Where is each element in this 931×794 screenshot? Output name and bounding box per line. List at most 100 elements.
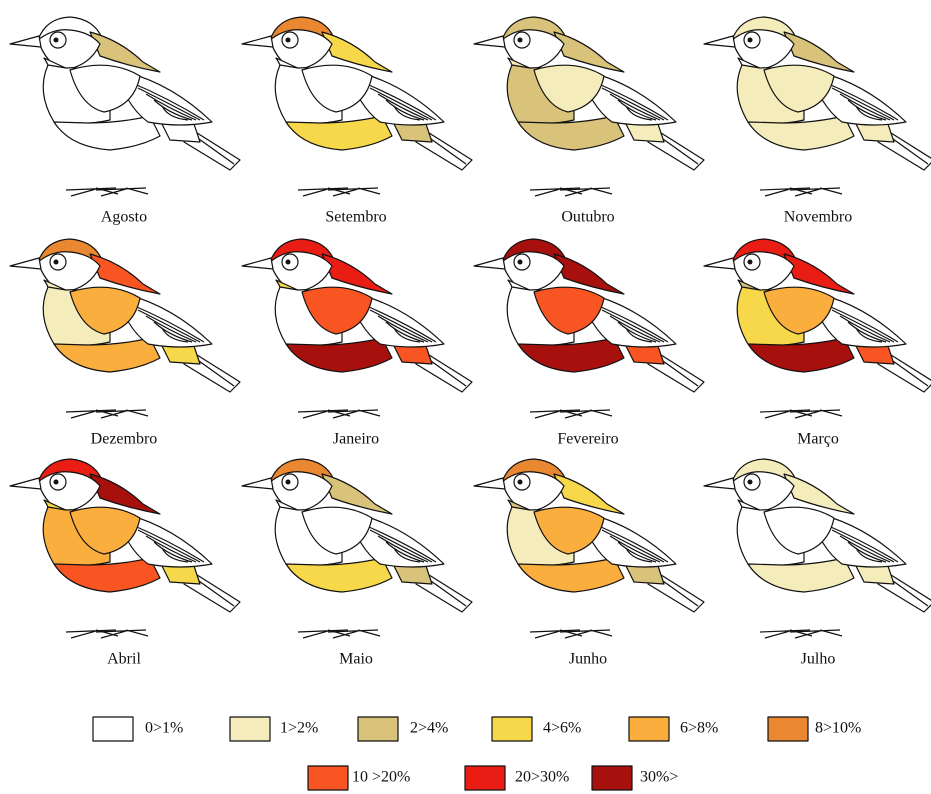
- beak: [474, 36, 505, 47]
- pupil: [54, 260, 59, 265]
- legend-label: 4>6%: [543, 720, 581, 737]
- legend-swatch: [492, 717, 532, 741]
- bird: [704, 459, 931, 638]
- month-label: Outubro: [561, 209, 614, 226]
- beak: [10, 36, 41, 47]
- leg: [328, 368, 345, 410]
- month-label: Dezembro: [91, 431, 158, 448]
- legend-label: 8>10%: [815, 720, 861, 737]
- pupil: [54, 38, 59, 43]
- foot: [560, 630, 612, 638]
- leg: [126, 588, 130, 630]
- leg: [96, 588, 113, 630]
- pupil: [518, 260, 523, 265]
- beak: [242, 36, 273, 47]
- month-label: Março: [797, 431, 839, 448]
- leg: [560, 588, 577, 630]
- legend-label: 10 >20%: [352, 769, 410, 786]
- legend-swatch: [93, 717, 133, 741]
- bird: [242, 459, 472, 638]
- beak: [242, 258, 273, 269]
- leg: [820, 146, 824, 188]
- legend-swatch: [768, 717, 808, 741]
- month-label: Agosto: [101, 209, 147, 226]
- leg: [590, 368, 594, 410]
- foot: [790, 410, 842, 418]
- legend-swatch: [308, 766, 348, 790]
- pupil: [518, 480, 523, 485]
- bird: [242, 17, 472, 196]
- bird: [704, 17, 931, 196]
- leg: [560, 146, 577, 188]
- foot: [790, 630, 842, 638]
- month-label: Abril: [107, 651, 141, 668]
- bird: [10, 459, 240, 638]
- beak: [10, 478, 41, 489]
- bird: [474, 17, 704, 196]
- bird: [10, 239, 240, 418]
- month-label: Janeiro: [333, 431, 379, 448]
- legend-label: 1>2%: [280, 720, 318, 737]
- leg: [328, 588, 345, 630]
- leg: [820, 368, 824, 410]
- legend-swatch: [465, 766, 505, 790]
- bird: [10, 17, 240, 196]
- legend-label: 2>4%: [410, 720, 448, 737]
- beak: [704, 258, 735, 269]
- leg: [790, 368, 807, 410]
- leg: [820, 588, 824, 630]
- foot: [560, 188, 612, 196]
- legend-swatch: [592, 766, 632, 790]
- foot: [96, 630, 148, 638]
- beak: [704, 36, 735, 47]
- leg: [328, 146, 345, 188]
- legend-label: 20>30%: [515, 769, 569, 786]
- pupil: [518, 38, 523, 43]
- month-label: Junho: [569, 651, 607, 668]
- leg: [590, 146, 594, 188]
- pupil: [286, 38, 291, 43]
- beak: [10, 258, 41, 269]
- beak: [704, 478, 735, 489]
- month-label: Novembro: [784, 209, 852, 226]
- leg: [126, 368, 130, 410]
- beak: [242, 478, 273, 489]
- beak: [474, 258, 505, 269]
- bird: [474, 459, 704, 638]
- legend-swatch: [230, 717, 270, 741]
- molt-diagram: Agosto Setembro Outubro Novembro Dezembro Jan…: [0, 0, 931, 794]
- month-label: Fevereiro: [557, 431, 618, 448]
- pupil: [286, 480, 291, 485]
- pupil: [54, 480, 59, 485]
- month-label: Setembro: [325, 209, 386, 226]
- leg: [358, 588, 362, 630]
- legend-label: 30%>: [640, 769, 678, 786]
- legend-swatch: [629, 717, 669, 741]
- month-label: Maio: [339, 651, 373, 668]
- leg: [790, 588, 807, 630]
- legend-label: 0>1%: [145, 720, 183, 737]
- foot: [560, 410, 612, 418]
- legend-label: 6>8%: [680, 720, 718, 737]
- leg: [126, 146, 130, 188]
- foot: [96, 410, 148, 418]
- legend-swatch: [358, 717, 398, 741]
- leg: [96, 146, 113, 188]
- leg: [358, 146, 362, 188]
- leg: [560, 368, 577, 410]
- leg: [790, 146, 807, 188]
- bird: [704, 239, 931, 418]
- leg: [590, 588, 594, 630]
- pupil: [748, 260, 753, 265]
- pupil: [286, 260, 291, 265]
- beak: [474, 478, 505, 489]
- pupil: [748, 38, 753, 43]
- leg: [358, 368, 362, 410]
- month-label: Julho: [801, 651, 836, 668]
- foot: [790, 188, 842, 196]
- foot: [328, 188, 380, 196]
- bird: [474, 239, 704, 418]
- bird: [242, 239, 472, 418]
- foot: [96, 188, 148, 196]
- pupil: [748, 480, 753, 485]
